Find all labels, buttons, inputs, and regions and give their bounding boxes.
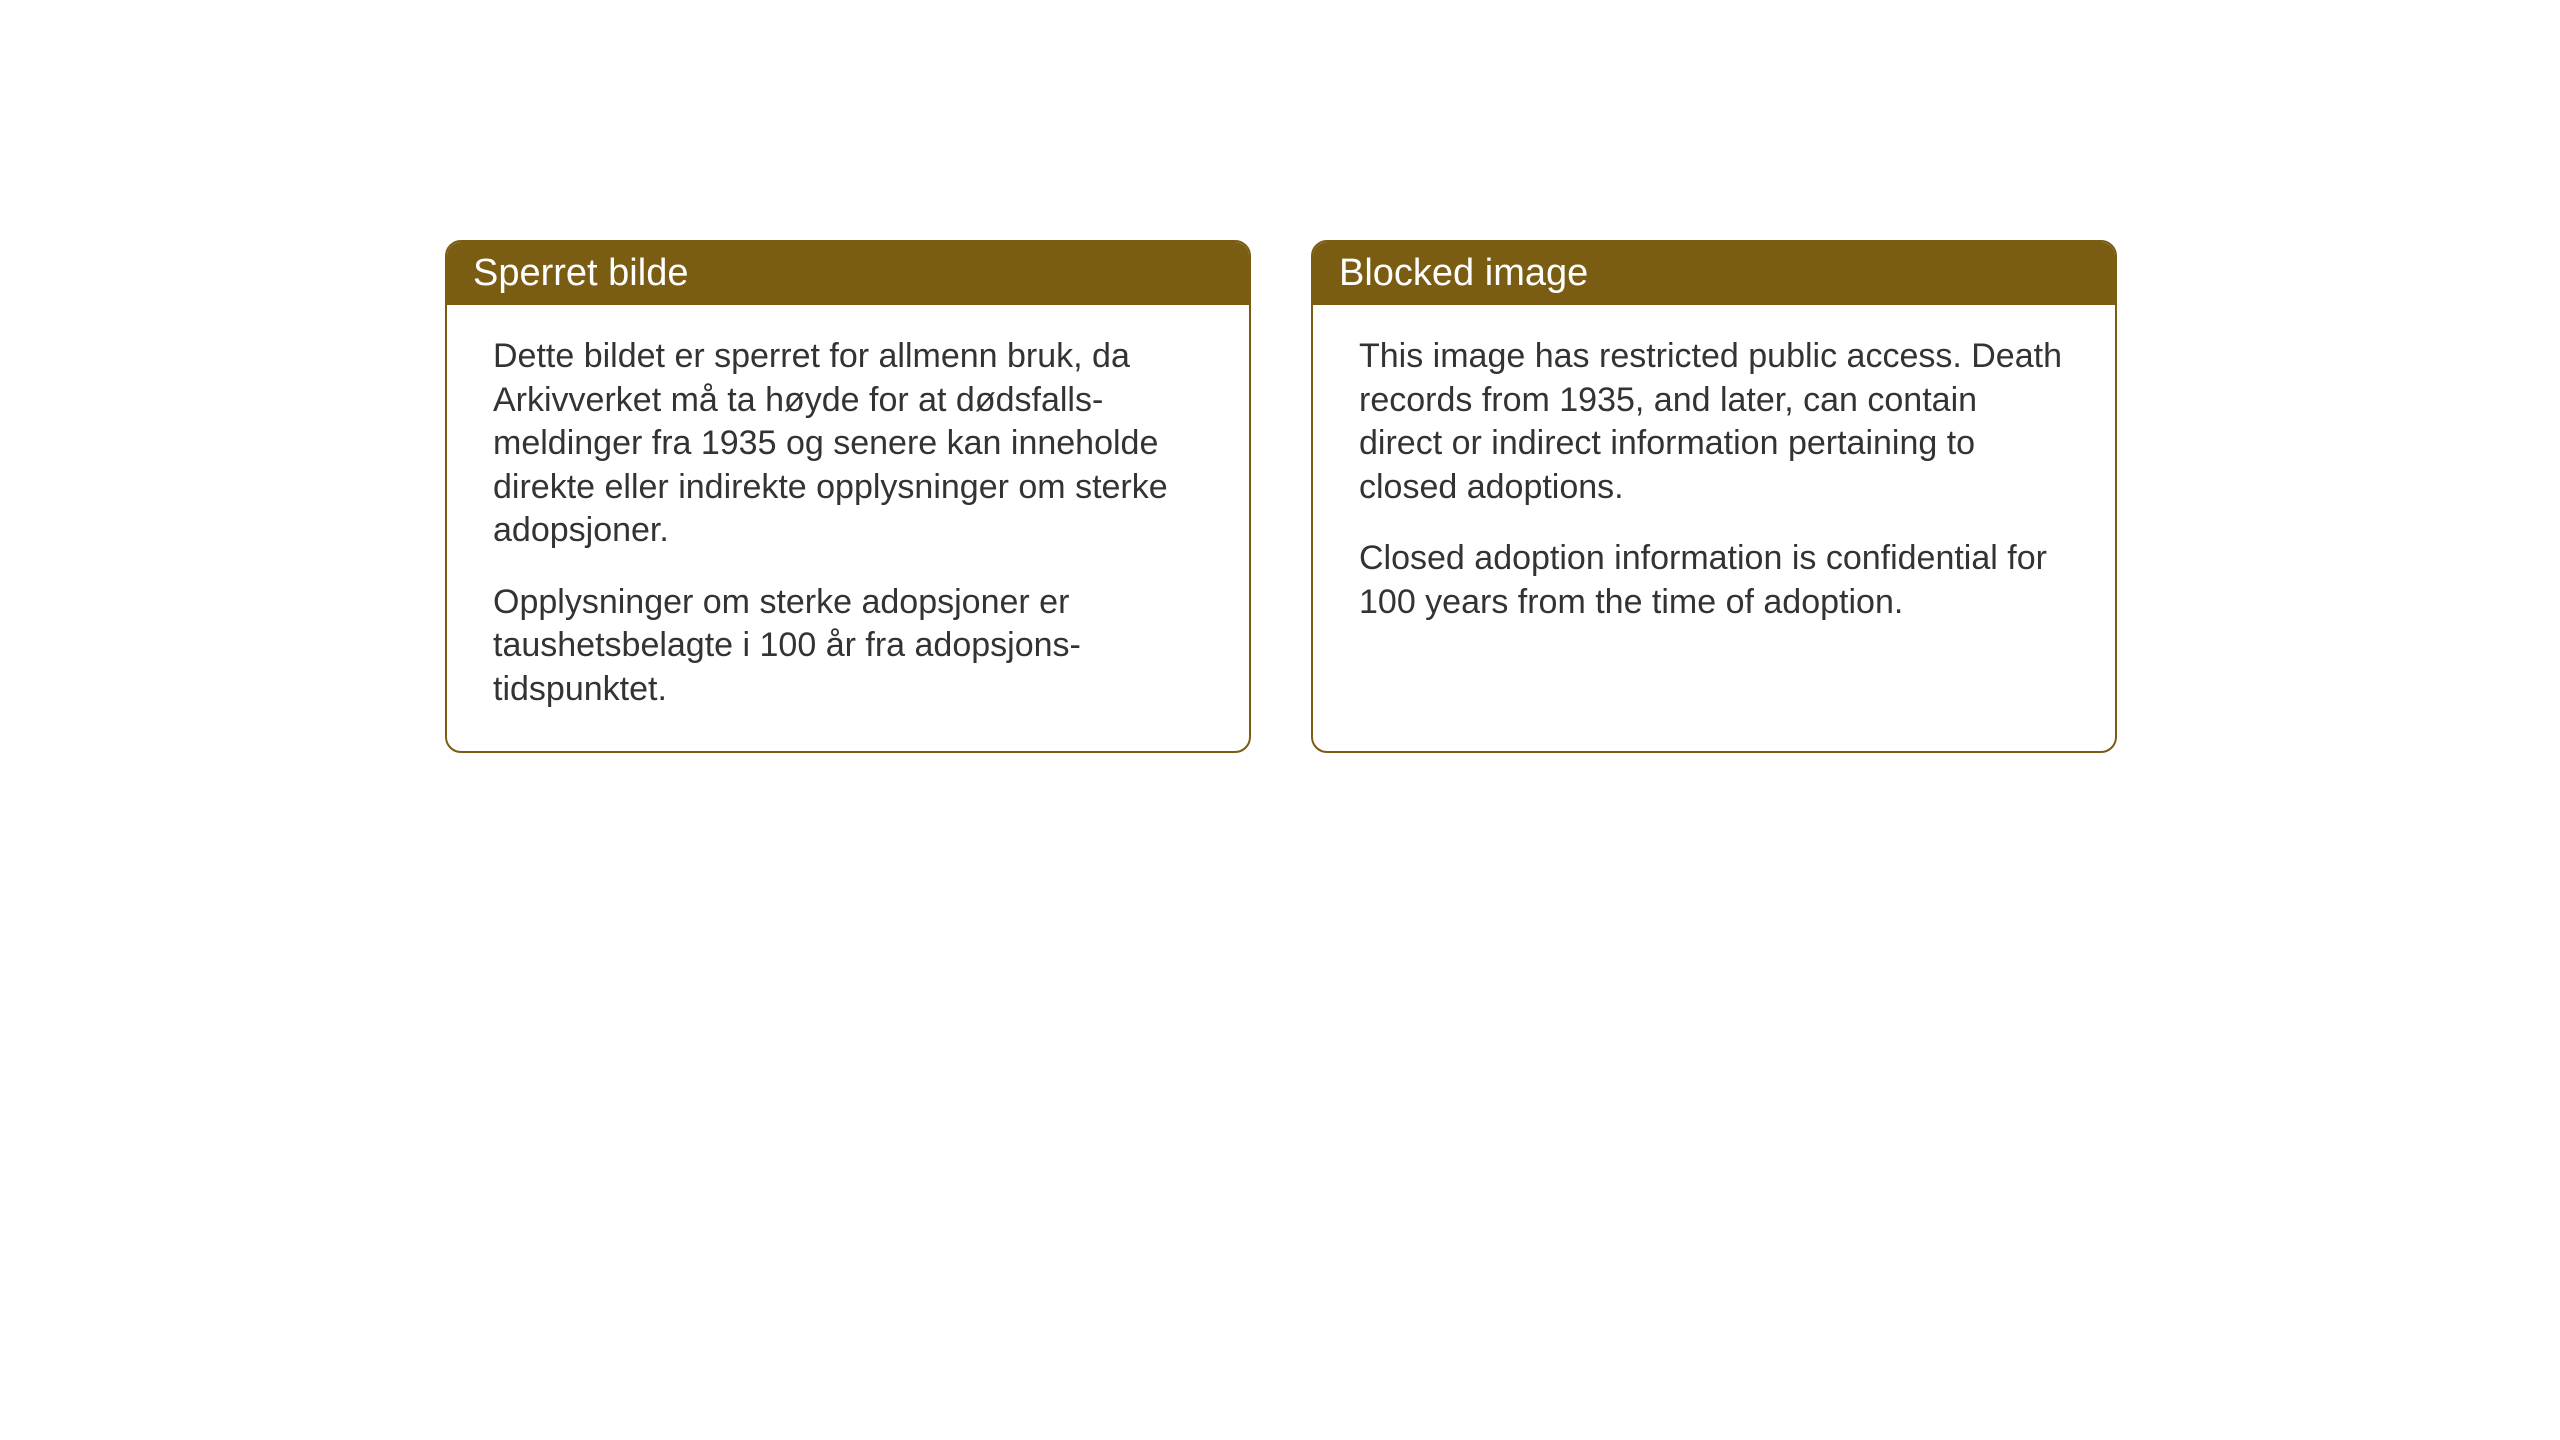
card-norwegian-paragraph-2: Opplysninger om sterke adopsjoner er tau… bbox=[493, 581, 1203, 712]
card-english-paragraph-2: Closed adoption information is confident… bbox=[1359, 537, 2069, 624]
card-english-header: Blocked image bbox=[1313, 242, 2115, 305]
card-english-title: Blocked image bbox=[1339, 252, 1588, 294]
cards-container: Sperret bilde Dette bildet er sperret fo… bbox=[445, 240, 2117, 753]
card-norwegian-title: Sperret bilde bbox=[473, 252, 688, 294]
card-norwegian-body: Dette bildet er sperret for allmenn bruk… bbox=[447, 305, 1249, 751]
card-english: Blocked image This image has restricted … bbox=[1311, 240, 2117, 753]
card-english-body: This image has restricted public access.… bbox=[1313, 305, 2115, 664]
card-english-paragraph-1: This image has restricted public access.… bbox=[1359, 335, 2069, 509]
card-norwegian-header: Sperret bilde bbox=[447, 242, 1249, 305]
card-norwegian: Sperret bilde Dette bildet er sperret fo… bbox=[445, 240, 1251, 753]
card-norwegian-paragraph-1: Dette bildet er sperret for allmenn bruk… bbox=[493, 335, 1203, 553]
